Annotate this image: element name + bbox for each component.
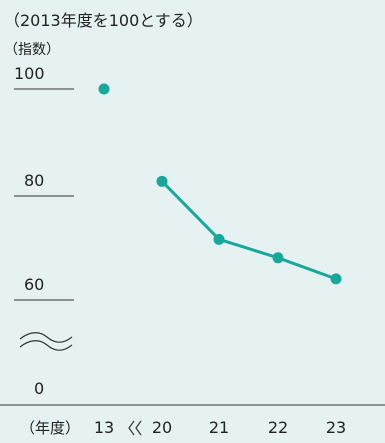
x-tick-label-23: 23: [326, 418, 346, 437]
y-tick-label-100: 100: [14, 64, 45, 83]
x-tick-label-21: 21: [209, 418, 229, 437]
data-point-21: [213, 233, 225, 245]
series-layer: [98, 83, 342, 285]
y-tick-label-60: 60: [24, 275, 44, 294]
data-point-22: [272, 252, 284, 264]
x-axis-break-symbol: [128, 420, 142, 436]
y-tick-label-80: 80: [24, 171, 44, 190]
x-tick-label-22: 22: [268, 418, 288, 437]
data-point-13: [98, 83, 110, 95]
series-line: [160, 180, 337, 281]
x-axis-label: （年度）: [20, 419, 80, 437]
x-tick-layer: 13 20 21 22 23: [94, 418, 346, 437]
x-tick-label-20: 20: [152, 418, 172, 437]
x-tick-label-13: 13: [94, 418, 114, 437]
data-point-23: [330, 273, 342, 285]
data-point-20: [156, 175, 168, 187]
y-tick-label-0: 0: [34, 379, 44, 398]
chart-subtitle: （2013年度を100とする）: [4, 11, 203, 30]
y-axis-break-symbol: [19, 332, 73, 351]
y-axis-label: （指数）: [4, 42, 60, 58]
